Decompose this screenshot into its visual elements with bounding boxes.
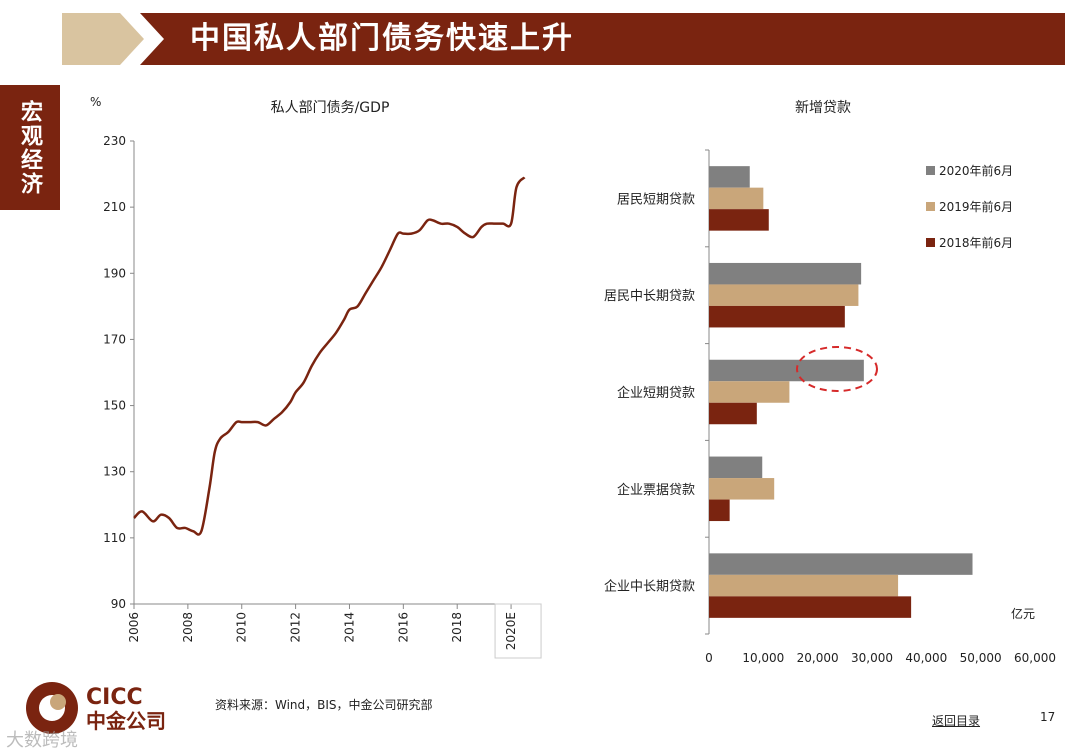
bar (709, 381, 790, 403)
page-title: 中国私人部门债务快速上升 (190, 21, 574, 56)
line-x-tick-label: 2020E (504, 612, 518, 650)
bar-x-tick-label: 0 (705, 651, 713, 665)
bar (709, 478, 775, 500)
bar-category-label: 居民短期贷款 (617, 192, 695, 207)
bar-x-tick-label: 10,000 (742, 651, 784, 665)
bar-category-label: 居民中长期贷款 (604, 289, 695, 304)
bar (709, 209, 769, 231)
line-y-tick-label: 150 (103, 399, 126, 413)
bar (709, 596, 912, 618)
cicc-logo: CICC 中金公司 (26, 682, 166, 734)
bar (709, 187, 764, 210)
bar (709, 262, 862, 285)
bar-chart-unit: 亿元 (1011, 606, 1035, 621)
bar-x-tick-label: 30,000 (851, 651, 893, 665)
line-y-tick-label: 210 (103, 200, 126, 214)
line-y-tick-label: 110 (103, 531, 126, 545)
line-x-tick-label: 2016 (396, 612, 410, 643)
bar-x-tick-label: 50,000 (960, 651, 1002, 665)
bar (709, 574, 899, 597)
line-x-tick-label: 2010 (235, 612, 249, 643)
debt-gdp-line (133, 176, 526, 536)
line-y-tick-label: 130 (103, 465, 126, 479)
logo-en: CICC (86, 685, 143, 710)
bar (709, 166, 750, 188)
source-note: 资料来源：Wind，BIS，中金公司研究部 (215, 698, 433, 712)
legend-swatch (926, 238, 935, 247)
highlight-circle (796, 346, 878, 392)
line-y-tick-label: 90 (111, 597, 126, 611)
line-y-tick-label: 190 (103, 266, 126, 280)
bar-category-label: 企业短期贷款 (617, 385, 695, 401)
logo-cn: 中金公司 (86, 709, 166, 733)
back-to-toc-link[interactable]: 返回目录 (932, 714, 981, 728)
page-number: 17 (1040, 710, 1056, 724)
forecast-label-box (494, 603, 542, 659)
bar-category-label: 企业中长期贷款 (604, 579, 695, 595)
legend-label: 2018年前6月 (939, 235, 1013, 250)
bar-x-tick-label: 40,000 (905, 651, 947, 665)
line-y-tick-label: 170 (103, 332, 126, 346)
line-x-tick-label: 2018 (450, 612, 464, 643)
title-chevron (62, 13, 144, 65)
line-x-tick-label: 2014 (342, 612, 356, 643)
line-x-tick-label: 2008 (181, 612, 195, 643)
section-tab[interactable]: 宏观经济 (0, 85, 60, 210)
bar-chart-title: 新增贷款 (795, 100, 851, 116)
bar (709, 284, 859, 306)
line-x-tick-label: 2006 (127, 612, 141, 643)
bar (709, 402, 757, 425)
bar (709, 456, 763, 479)
bar-category-label: 企业票据贷款 (617, 482, 695, 498)
bar (709, 359, 864, 382)
legend-label: 2019年前6月 (939, 199, 1013, 214)
legend-swatch (926, 202, 935, 211)
legend-label: 2020年前6月 (939, 163, 1013, 178)
line-chart-title: 私人部门债务/GDP (271, 100, 390, 116)
line-x-tick-label: 2012 (289, 612, 303, 643)
bar-x-tick-label: 60,000 (1014, 651, 1056, 665)
bar (709, 553, 973, 575)
line-chart: % 私人部门债务/GDP 90 110 130 150 170 190 210 230 200… (90, 95, 542, 659)
line-chart-unit: % (90, 95, 101, 109)
legend-swatch (926, 166, 935, 175)
bar-x-tick-label: 20,000 (797, 651, 839, 665)
section-tab-label: 宏观经济 (17, 99, 43, 196)
title-bar (140, 13, 1065, 65)
bar (709, 305, 845, 328)
line-y-tick-label: 230 (103, 134, 126, 148)
bar (709, 499, 730, 522)
watermark: 大数跨境 (6, 730, 78, 751)
